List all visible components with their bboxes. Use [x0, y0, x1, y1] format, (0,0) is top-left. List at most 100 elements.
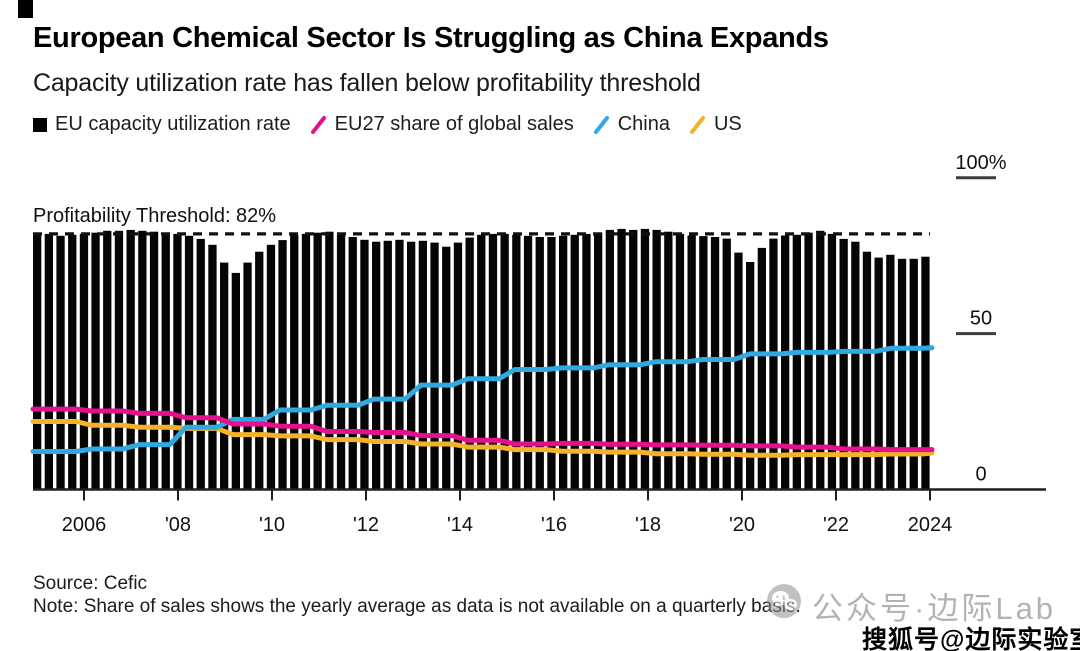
- bar: [734, 252, 743, 490]
- bar: [827, 233, 837, 490]
- legend-label: China: [617, 113, 670, 135]
- legend-item-china: China: [593, 113, 670, 136]
- x-axis-label: '10: [259, 514, 285, 536]
- bar: [523, 235, 533, 490]
- bar: [710, 237, 720, 490]
- legend-label: EU27 share of global sales: [334, 113, 574, 135]
- bar: [220, 262, 229, 490]
- bar: [278, 240, 287, 490]
- bar: [500, 233, 509, 490]
- bar: [184, 235, 194, 490]
- bar: [792, 234, 801, 490]
- bar: [126, 229, 135, 490]
- bar: [746, 262, 755, 490]
- bar: [442, 246, 451, 490]
- bar: [231, 272, 240, 490]
- bar: [582, 233, 591, 490]
- bar: [921, 256, 930, 490]
- slash-icon: [689, 115, 705, 134]
- x-axis-label: '16: [541, 514, 567, 536]
- threshold-label: Profitability Threshold: 82%: [33, 205, 277, 227]
- source-text: Source: Cefic: [33, 573, 148, 594]
- bar: [44, 233, 53, 490]
- legend-item-us: US: [689, 113, 742, 136]
- bar: [886, 254, 895, 490]
- y-axis-label: 50: [970, 308, 992, 330]
- page-subtitle: Capacity utilization rate has fallen bel…: [33, 69, 701, 97]
- bar: [313, 232, 322, 490]
- bar: [407, 241, 416, 490]
- wechat-icon: [766, 583, 802, 619]
- bar: [243, 262, 252, 490]
- bar: [547, 237, 556, 490]
- bar: [149, 231, 159, 490]
- bar: [769, 238, 778, 490]
- bar: [851, 241, 860, 490]
- bar: [383, 240, 392, 490]
- bar: [605, 229, 614, 490]
- bar: [862, 251, 872, 490]
- line-eu27-share-of-global-sales: [30, 406, 935, 453]
- wechat-watermark-text: 公众号·边际Lab: [812, 591, 1057, 626]
- bar: [816, 230, 825, 490]
- legend-item-eu-capacity: EU capacity utilization rate: [33, 113, 291, 136]
- bar: [301, 233, 311, 490]
- bar: [79, 233, 89, 490]
- bar: [535, 237, 544, 490]
- bar: [336, 234, 346, 490]
- bar: [372, 241, 381, 490]
- bar: [290, 234, 299, 490]
- line-china: [30, 345, 935, 454]
- legend: EU capacity utilization rate EU27 share …: [33, 113, 742, 136]
- bar: [33, 234, 42, 490]
- bar: [722, 238, 731, 490]
- legend-label: EU capacity utilization rate: [55, 113, 291, 135]
- x-axis-label: '18: [635, 514, 661, 536]
- bar: [360, 239, 369, 490]
- x-axis-label: '08: [165, 514, 191, 536]
- legend-item-eu27-share: EU27 share of global sales: [310, 113, 574, 136]
- bar: [839, 238, 848, 490]
- bar: [430, 242, 439, 490]
- legend-label: US: [713, 113, 742, 135]
- bar: [570, 234, 579, 490]
- bar: [594, 232, 603, 490]
- page-title: European Chemical Sector Is Struggling a…: [33, 22, 829, 54]
- bar: [781, 235, 790, 490]
- note-text: Note: Share of sales shows the yearly av…: [33, 596, 801, 617]
- bar: [804, 232, 813, 490]
- slash-icon: [310, 115, 326, 134]
- bar: [488, 233, 498, 490]
- bar: [161, 232, 170, 490]
- bar: [453, 242, 463, 490]
- y-axis-label: 0: [975, 464, 986, 486]
- bar: [255, 251, 264, 490]
- bar: [114, 230, 124, 490]
- sohu-watermark-text: 搜狐号@边际实验室: [862, 626, 1080, 651]
- x-axis-label: '22: [823, 514, 849, 536]
- bar: [173, 233, 182, 490]
- bar: [103, 230, 112, 490]
- bar: [418, 240, 427, 490]
- bar: [699, 236, 708, 490]
- slash-icon: [593, 115, 609, 134]
- bar: [325, 231, 334, 490]
- bar: [208, 244, 217, 490]
- bar: [68, 234, 77, 490]
- black-square-icon: [33, 117, 47, 132]
- bar: [512, 234, 521, 490]
- bar: [640, 228, 650, 490]
- bar: [559, 235, 568, 490]
- brand-tick: [18, 0, 33, 18]
- x-axis-label: 2024: [908, 514, 953, 536]
- x-axis-label: '12: [353, 514, 379, 536]
- bar: [897, 258, 907, 490]
- bar: [617, 228, 626, 490]
- bar: [56, 235, 65, 490]
- x-axis-label: 2006: [62, 514, 107, 536]
- bar: [477, 234, 486, 490]
- bar: [91, 232, 100, 490]
- bar: [395, 239, 404, 490]
